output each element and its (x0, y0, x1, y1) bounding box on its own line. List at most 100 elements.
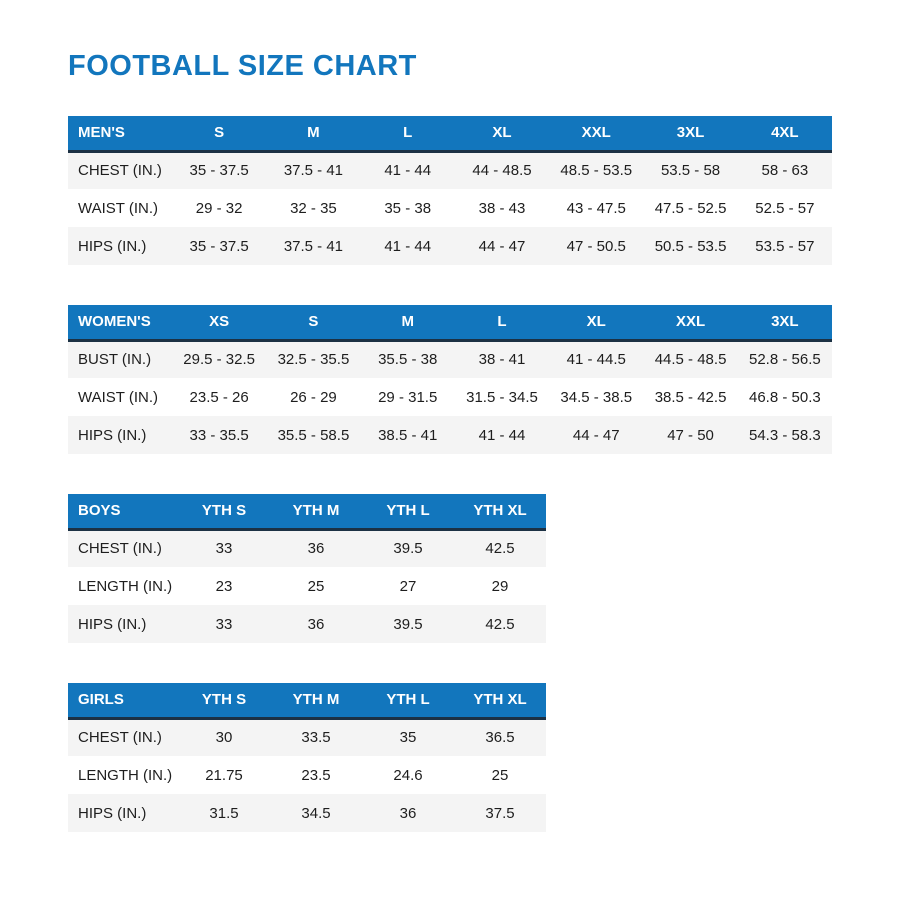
mens-cell: 37.5 - 41 (283, 237, 344, 255)
boys-size-table: BOYS YTH S YTH M YTH L YTH XL CHEST (IN.) 33 36… (68, 494, 546, 643)
girls-row-1: LENGTH (IN.) 21.75 23.5 24.6 25 (68, 756, 546, 794)
boys-cell: 42.5 (485, 615, 515, 633)
mens-cell: 35 - 38 (384, 199, 432, 217)
womens-cell: 33 - 35.5 (189, 426, 249, 444)
womens-cell: 35.5 - 58.5 (277, 426, 350, 444)
boys-cell: 33 (215, 540, 233, 558)
womens-cell: 29.5 - 32.5 (183, 351, 255, 369)
mens-cell: 50.5 - 53.5 (654, 237, 727, 255)
womens-cell: 26 - 29 (290, 388, 337, 406)
womens-cell: 44 - 47 (572, 426, 620, 444)
womens-cell: 29 - 31.5 (378, 388, 438, 406)
girls-row-label: HIPS (IN.) (78, 804, 147, 822)
boys-row-1: LENGTH (IN.) 23 25 27 29 (68, 567, 546, 605)
girls-cell: 33.5 (301, 729, 331, 747)
womens-cell: 31.5 - 34.5 (466, 388, 538, 406)
mens-cell: 41 - 44 (384, 237, 432, 255)
page-title: FOOTBALL SIZE CHART (68, 50, 417, 82)
mens-size-header: XL (454, 116, 550, 153)
boys-cell: 36 (307, 540, 325, 558)
boys-cell: 25 (307, 577, 325, 595)
womens-row-label: HIPS (IN.) (78, 426, 147, 444)
boys-row-label: HIPS (IN.) (78, 615, 147, 633)
womens-cell: 41 - 44 (478, 426, 526, 444)
mens-size-header: 4XL (737, 116, 832, 153)
boys-size-header: YTH L (362, 494, 454, 531)
womens-header-row: WOMEN'S XS S M L XL XXL 3XL (68, 305, 832, 342)
womens-cell: 23.5 - 26 (189, 388, 249, 406)
girls-cell: 36 (399, 804, 417, 822)
boys-size-header: YTH M (270, 494, 362, 531)
mens-size-header: XXL (549, 116, 644, 153)
mens-cell: 37.5 - 41 (283, 162, 344, 180)
womens-cell: 38 - 41 (478, 351, 526, 369)
mens-cell: 47 - 50.5 (566, 237, 626, 255)
boys-row-2: HIPS (IN.) 33 36 39.5 42.5 (68, 605, 546, 643)
girls-row-label: CHEST (IN.) (78, 729, 162, 747)
mens-cell: 48.5 - 53.5 (560, 162, 633, 180)
womens-row-label: WAIST (IN.) (78, 388, 158, 406)
womens-cell: 32.5 - 35.5 (277, 351, 350, 369)
girls-cell: 30 (215, 729, 233, 747)
womens-cell: 34.5 - 38.5 (560, 388, 633, 406)
mens-cell: 35 - 37.5 (189, 237, 249, 255)
womens-cell: 38.5 - 42.5 (654, 388, 727, 406)
womens-cell: 46.8 - 50.3 (748, 388, 821, 406)
womens-row-label: BUST (IN.) (78, 351, 152, 369)
boys-size-header: YTH S (178, 494, 270, 531)
womens-cell: 47 - 50 (667, 426, 714, 444)
womens-size-header: M (360, 305, 455, 342)
girls-size-header: YTH L (362, 683, 454, 720)
womens-cell: 41 - 44.5 (566, 351, 626, 369)
mens-cell: 43 - 47.5 (566, 199, 626, 217)
boys-cell: 36 (307, 615, 325, 633)
boys-header-row: BOYS YTH S YTH M YTH L YTH XL (68, 494, 546, 531)
size-tables-container: MEN'S S M L XL XXL 3XL 4XL CHEST (IN.) 35 - 37.5 3… (68, 116, 832, 832)
boys-table-title: BOYS (68, 494, 178, 531)
womens-cell: 35.5 - 38 (378, 351, 438, 369)
boys-cell: 23 (215, 577, 233, 595)
mens-row-1: WAIST (IN.) 29 - 32 32 - 35 35 - 38 38 - 43 4… (68, 189, 832, 227)
girls-row-label: LENGTH (IN.) (78, 766, 173, 784)
boys-cell: 33 (215, 615, 233, 633)
mens-row-2: HIPS (IN.) 35 - 37.5 37.5 - 41 41 - 44 44 - … (68, 227, 832, 265)
girls-cell: 21.75 (205, 766, 243, 784)
boys-row-label: CHEST (IN.) (78, 540, 162, 558)
mens-row-label: WAIST (IN.) (78, 199, 158, 217)
mens-cell: 47.5 - 52.5 (654, 199, 727, 217)
mens-cell: 38 - 43 (478, 199, 526, 217)
girls-row-2: HIPS (IN.) 31.5 34.5 36 37.5 (68, 794, 546, 832)
womens-table-title: WOMEN'S (68, 305, 172, 342)
boys-cell: 27 (399, 577, 417, 595)
girls-cell: 24.6 (393, 766, 423, 784)
womens-size-header: XS (172, 305, 267, 342)
boys-cell: 29 (491, 577, 509, 595)
womens-cell: 54.3 - 58.3 (748, 426, 821, 444)
mens-row-label: CHEST (IN.) (78, 162, 162, 180)
mens-size-header: L (360, 116, 455, 153)
womens-cell: 38.5 - 41 (378, 426, 438, 444)
mens-cell: 52.5 - 57 (755, 199, 815, 217)
mens-cell: 32 - 35 (290, 199, 337, 217)
girls-header-row: GIRLS YTH S YTH M YTH L YTH XL (68, 683, 546, 720)
girls-cell: 23.5 (301, 766, 331, 784)
womens-cell: 44.5 - 48.5 (654, 351, 727, 369)
womens-size-header: 3XL (737, 305, 832, 342)
mens-cell: 44 - 47 (478, 237, 526, 255)
boys-cell: 39.5 (393, 540, 423, 558)
womens-row-2: HIPS (IN.) 33 - 35.5 35.5 - 58.5 38.5 - 41 4… (68, 416, 832, 454)
mens-cell: 58 - 63 (761, 162, 809, 180)
mens-cell: 29 - 32 (195, 199, 243, 217)
womens-size-header: XXL (643, 305, 738, 342)
girls-row-0: CHEST (IN.) 30 33.5 35 36.5 (68, 718, 546, 756)
mens-size-header: S (172, 116, 267, 153)
girls-size-header: YTH S (178, 683, 270, 720)
mens-header-row: MEN'S S M L XL XXL 3XL 4XL (68, 116, 832, 153)
mens-cell: 53.5 - 57 (755, 237, 815, 255)
mens-size-header: M (266, 116, 361, 153)
girls-cell: 34.5 (301, 804, 331, 822)
girls-cell: 31.5 (209, 804, 239, 822)
womens-size-header: S (266, 305, 361, 342)
mens-row-0: CHEST (IN.) 35 - 37.5 37.5 - 41 41 - 44 44 -… (68, 151, 832, 189)
womens-row-1: WAIST (IN.) 23.5 - 26 26 - 29 29 - 31.5 31.5… (68, 378, 832, 416)
